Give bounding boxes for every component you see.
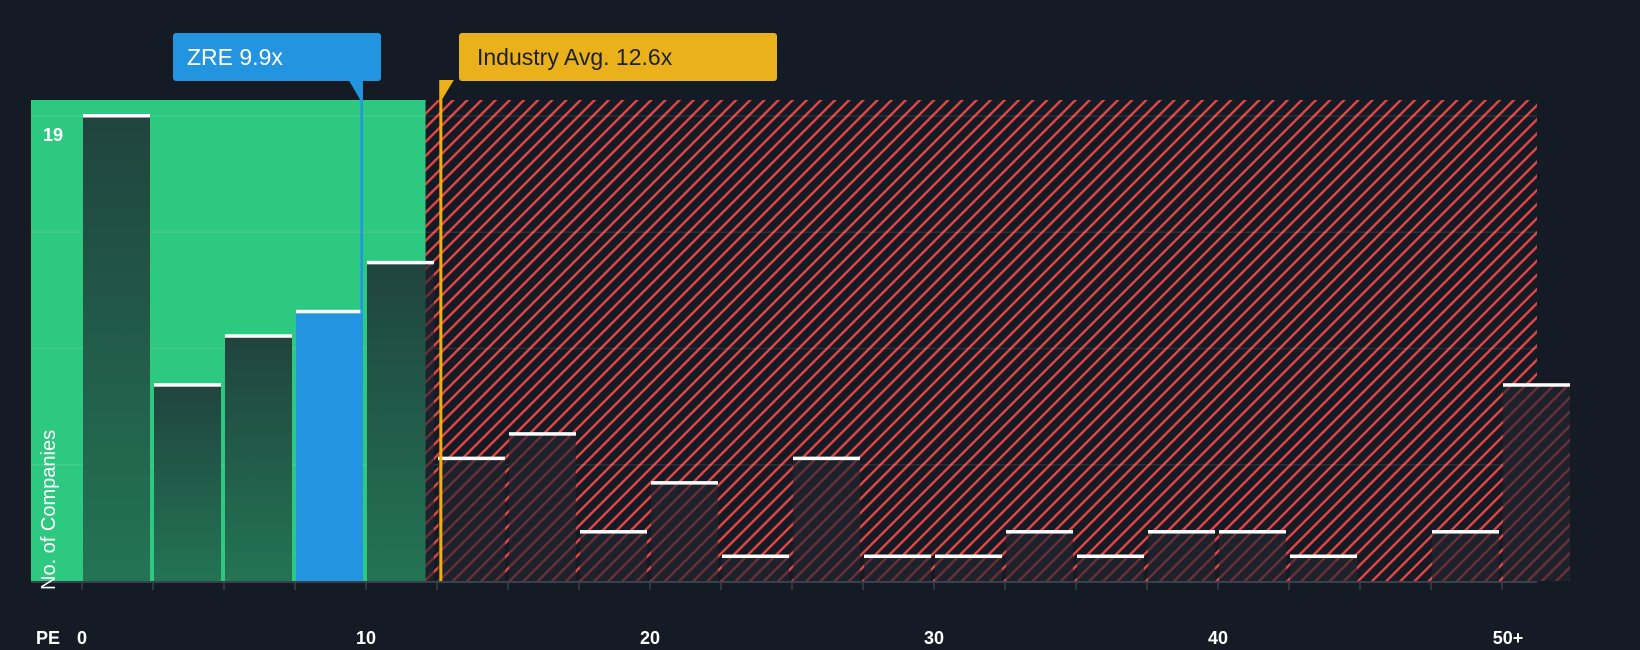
- bar: [864, 554, 931, 581]
- bar-top-line: [296, 309, 363, 314]
- bar: [651, 481, 718, 581]
- x-tick-label: 20: [639, 628, 661, 648]
- industry-avg-callout: Industry Avg. 12.6x: [459, 33, 777, 81]
- bar: [225, 334, 292, 581]
- bar-top-line: [1503, 383, 1570, 387]
- bar: [722, 554, 789, 581]
- bar-top-line: [1219, 530, 1286, 534]
- zre-pe-label: ZRE 9.9x: [187, 44, 283, 70]
- bar: [793, 456, 860, 581]
- x-axis-title: PE: [36, 628, 61, 648]
- bar: [509, 432, 576, 581]
- x-tick-label: 0: [76, 628, 88, 648]
- industry-avg-label: Industry Avg. 12.6x: [477, 44, 673, 70]
- x-tick-label: 50+: [1492, 628, 1524, 648]
- bar: [1503, 383, 1570, 581]
- bar-top-line: [580, 530, 647, 534]
- bar-top-line: [651, 481, 718, 485]
- y-axis-max-label: 19: [43, 125, 64, 145]
- y-axis-title: No. of Companies: [38, 429, 60, 590]
- bar-top-line: [225, 334, 292, 338]
- zre-pe-callout: ZRE 9.9x: [173, 33, 381, 81]
- bar: [1219, 530, 1286, 581]
- x-tick-label: 40: [1207, 628, 1229, 648]
- zre-callout-pointer: [348, 80, 363, 104]
- bar-top-line: [1148, 530, 1215, 534]
- x-tick-label: 10: [355, 628, 377, 648]
- bar-top-line: [154, 383, 221, 387]
- bar-highlighted: [296, 309, 363, 581]
- bar-top-line: [83, 114, 150, 118]
- bar-top-line: [438, 456, 505, 461]
- bar: [1290, 554, 1357, 581]
- bar: [154, 383, 221, 581]
- bar-top-line: [1290, 554, 1357, 559]
- bar: [1432, 530, 1499, 581]
- bar: [1006, 530, 1073, 581]
- bar: [1077, 554, 1144, 581]
- bar-top-line: [935, 554, 1002, 559]
- bar: [438, 456, 505, 581]
- bar-top-line: [1432, 530, 1499, 534]
- bar: [1148, 530, 1215, 581]
- bar: [367, 260, 434, 581]
- x-tick-label: 30: [923, 628, 945, 648]
- bar-top-line: [722, 554, 789, 559]
- bar: [83, 114, 150, 581]
- overvalued-region: [425, 100, 1537, 581]
- bar-top-line: [793, 456, 860, 461]
- bar-top-line: [1006, 530, 1073, 534]
- bar: [580, 530, 647, 581]
- bar-top-line: [509, 432, 576, 436]
- bar-top-line: [367, 260, 434, 265]
- bar-top-line: [864, 554, 931, 559]
- industry-callout-pointer: [439, 80, 454, 104]
- bar-top-line: [1077, 554, 1144, 559]
- bar: [935, 554, 1002, 581]
